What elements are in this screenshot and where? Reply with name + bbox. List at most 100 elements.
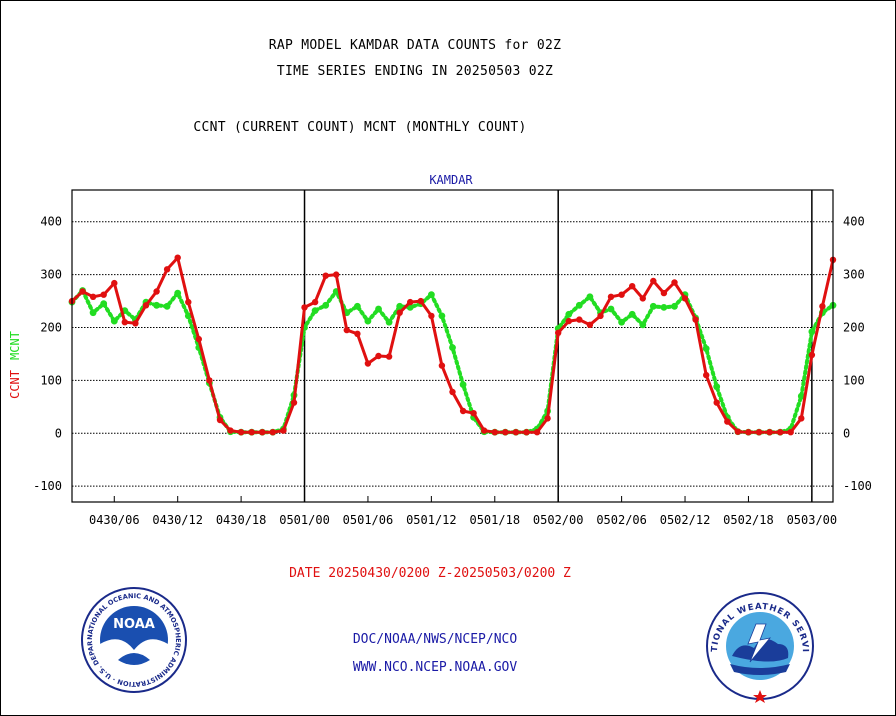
y-tick-label-left: 200: [40, 320, 62, 334]
data-point-ccnt: [385, 353, 393, 360]
y-axis-label: CCNT MCNT: [8, 331, 22, 399]
y-tick-label-left: 0: [55, 426, 62, 440]
data-point-mcnt: [375, 305, 382, 313]
data-point-ccnt: [629, 283, 636, 290]
data-point-ccnt: [132, 320, 139, 327]
y-tick-label-left: -100: [33, 479, 62, 493]
website-link[interactable]: WWW.NCO.NCEP.NOAA.GOV: [352, 660, 518, 675]
x-tick-label: 0501/06: [343, 513, 394, 527]
data-point-ccnt: [459, 407, 467, 415]
data-point-ccnt: [248, 429, 255, 436]
data-point-mcnt: [174, 289, 182, 297]
y-tick-label-right: 300: [843, 268, 865, 282]
data-point-ccnt: [121, 319, 128, 326]
data-point-ccnt: [111, 279, 118, 287]
data-point-ccnt: [618, 291, 625, 298]
data-point-ccnt: [703, 371, 710, 379]
data-point-mcnt: [428, 291, 435, 299]
data-point-ccnt: [364, 360, 372, 367]
data-point-mcnt: [89, 309, 97, 317]
data-point-ccnt: [523, 429, 530, 436]
x-tick-label: 0430/12: [152, 513, 203, 527]
data-point-ccnt: [671, 279, 678, 286]
data-point-mcnt: [163, 302, 171, 310]
data-point-mcnt: [438, 312, 446, 320]
grid-layer: [72, 190, 833, 502]
noaa-logo: NATIONAL OCEANIC AND ATMOSPHERIC ADMINIS…: [81, 587, 187, 693]
nws-logo: NATIONAL WEATHER SERVICE: [706, 592, 814, 703]
data-point-mcnt: [639, 321, 647, 329]
data-point-mcnt: [808, 328, 816, 336]
data-point-ccnt: [206, 377, 213, 384]
y-tick-label-left: 300: [40, 268, 62, 282]
data-point-ccnt: [396, 309, 403, 316]
data-point-ccnt: [438, 362, 446, 369]
data-point-mcnt: [797, 392, 805, 400]
y-tick-label-left: 100: [40, 373, 62, 387]
y-tick-label-right: 200: [843, 320, 865, 334]
data-point-mcnt: [660, 304, 668, 311]
y-axis-label-mcnt: MCNT: [8, 331, 22, 360]
data-point-mcnt: [396, 302, 404, 310]
data-point-mcnt: [184, 312, 192, 320]
data-point-ccnt: [375, 352, 382, 360]
data-point-ccnt: [237, 429, 245, 436]
data-point-mcnt: [586, 293, 594, 301]
data-point-ccnt: [681, 295, 689, 302]
data-point-ccnt: [100, 291, 107, 298]
data-point-ccnt: [734, 428, 742, 435]
data-point-ccnt: [555, 329, 562, 336]
data-point-mcnt: [702, 345, 710, 352]
data-point-mcnt: [628, 310, 636, 318]
data-point-mcnt: [649, 302, 657, 310]
data-point-ccnt: [449, 388, 456, 396]
y-axis-label-ccnt: CCNT: [8, 370, 22, 399]
x-tick-label: 0502/12: [660, 513, 711, 527]
data-point-ccnt: [766, 429, 773, 436]
data-point-mcnt: [311, 307, 319, 314]
data-point-ccnt: [174, 254, 181, 261]
data-point-mcnt: [713, 383, 721, 391]
data-point-ccnt: [89, 293, 97, 300]
data-point-ccnt: [343, 326, 350, 334]
chart-title-line2: TIME SERIES ENDING IN 20250503 02Z: [276, 64, 554, 79]
data-point-mcnt: [100, 300, 108, 308]
series-line-mcnt: [70, 288, 835, 435]
y-tick-label-right: 0: [843, 426, 850, 440]
data-point-mcnt: [565, 310, 573, 318]
data-point-ccnt: [533, 429, 541, 436]
station-label: KAMDAR: [429, 173, 473, 187]
data-point-ccnt: [713, 399, 720, 406]
data-point-mcnt: [607, 305, 615, 313]
chart-title-line1: RAP MODEL KAMDAR DATA COUNTS for 02Z: [268, 38, 562, 53]
data-point-ccnt: [808, 351, 816, 359]
data-point-mcnt: [459, 381, 467, 388]
data-point-ccnt: [216, 416, 224, 424]
data-point-mcnt: [153, 301, 161, 309]
noaa-logo-text: NOAA: [113, 617, 155, 632]
data-point-ccnt: [639, 295, 646, 302]
x-tick-label: 0502/18: [723, 513, 774, 527]
data-point-ccnt: [692, 316, 699, 323]
data-point-ccnt: [259, 429, 266, 436]
data-point-mcnt: [618, 318, 625, 326]
data-point-mcnt: [110, 317, 118, 325]
data-point-mcnt: [449, 344, 456, 351]
plot-frame: [71, 189, 834, 503]
data-point-mcnt: [364, 317, 372, 325]
data-point-ccnt: [502, 429, 509, 436]
x-tick-label: 0502/00: [533, 513, 584, 527]
data-point-ccnt: [195, 335, 202, 343]
data-point-ccnt: [185, 298, 192, 306]
data-point-ccnt: [142, 302, 150, 309]
y-tick-label-right: 400: [843, 215, 865, 229]
data-point-ccnt: [724, 418, 731, 425]
data-point-mcnt: [322, 301, 330, 309]
data-point-ccnt: [512, 429, 520, 436]
data-point-ccnt: [650, 277, 657, 285]
data-point-mcnt: [354, 302, 361, 310]
data-point-ccnt: [597, 312, 604, 320]
data-point-ccnt: [586, 321, 594, 328]
data-point-ccnt: [269, 429, 276, 436]
